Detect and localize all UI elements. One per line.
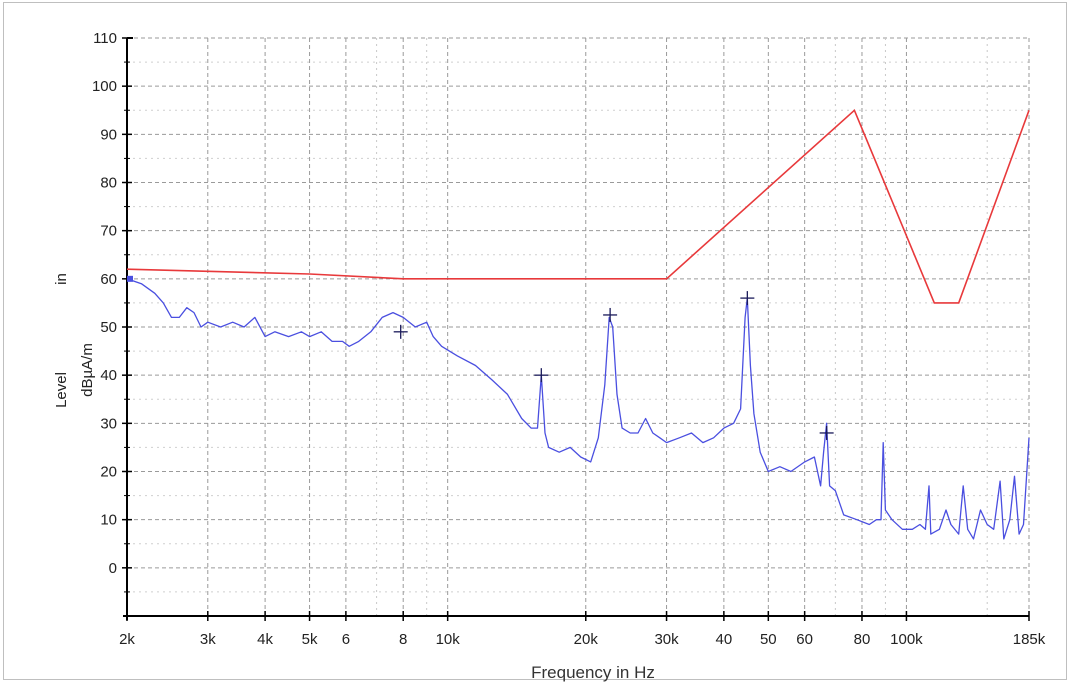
y-tick-label: 40 <box>100 367 117 384</box>
x-tick-label: 30k <box>654 631 679 648</box>
y-tick-label: 30 <box>100 415 117 432</box>
y-tick-label: 80 <box>100 175 117 192</box>
y-axis-title-line-1: Level <box>53 372 70 408</box>
peak-marker <box>393 324 408 339</box>
peak-marker <box>603 307 618 322</box>
series <box>126 108 1030 540</box>
x-tick-label: 80 <box>854 631 871 648</box>
y-tick-label: 60 <box>100 271 117 288</box>
y-tick-label: 0 <box>109 560 117 577</box>
peak-marker <box>819 425 834 440</box>
x-tick-label: 6 <box>342 631 350 648</box>
x-tick-label: 10k <box>436 631 461 648</box>
y-tick-label: 20 <box>100 464 117 481</box>
x-tick-label: 185k <box>1013 631 1046 648</box>
y-tick-label: 70 <box>100 223 117 240</box>
y-tick-label: 90 <box>100 126 117 143</box>
peak-marker <box>127 275 133 282</box>
x-tick-label: 100k <box>890 631 923 648</box>
x-tick-label: 5k <box>302 631 318 648</box>
peak-marker <box>740 291 755 306</box>
y-tick-label: 100 <box>92 78 117 95</box>
x-ticks: 2k 3k 4k 5k 6 8 10k 20k 30k 40 50 60 80 100k 185k <box>119 611 1046 648</box>
x-tick-label: 40 <box>716 631 733 648</box>
y-tick-label: 50 <box>100 319 117 336</box>
y-axis-title-line-2: dBµA/m <box>79 343 96 397</box>
x-tick-label: 3k <box>200 631 216 648</box>
grid <box>126 37 1030 617</box>
measurement-line <box>126 278 1030 540</box>
x-tick-label: 50 <box>760 631 777 648</box>
y-tick-label: 110 <box>93 30 117 47</box>
x-tick-label: 20k <box>574 631 599 648</box>
x-tick-label: 2k <box>119 631 135 648</box>
peak-markers <box>127 275 834 440</box>
peak-marker <box>534 368 549 383</box>
x-axis-title: Frequency in Hz <box>531 663 655 682</box>
y-axis-title-line-3: in <box>53 273 70 285</box>
x-tick-label: 4k <box>257 631 273 648</box>
x-tick-label: 60 <box>796 631 813 648</box>
y-axis-title: Level dBµA/m in <box>53 273 96 408</box>
x-tick-label: 8 <box>399 631 407 648</box>
limit-line <box>126 108 1030 304</box>
y-tick-label: 10 <box>100 512 117 529</box>
chart-frame <box>3 2 1067 680</box>
axes <box>123 37 1029 620</box>
